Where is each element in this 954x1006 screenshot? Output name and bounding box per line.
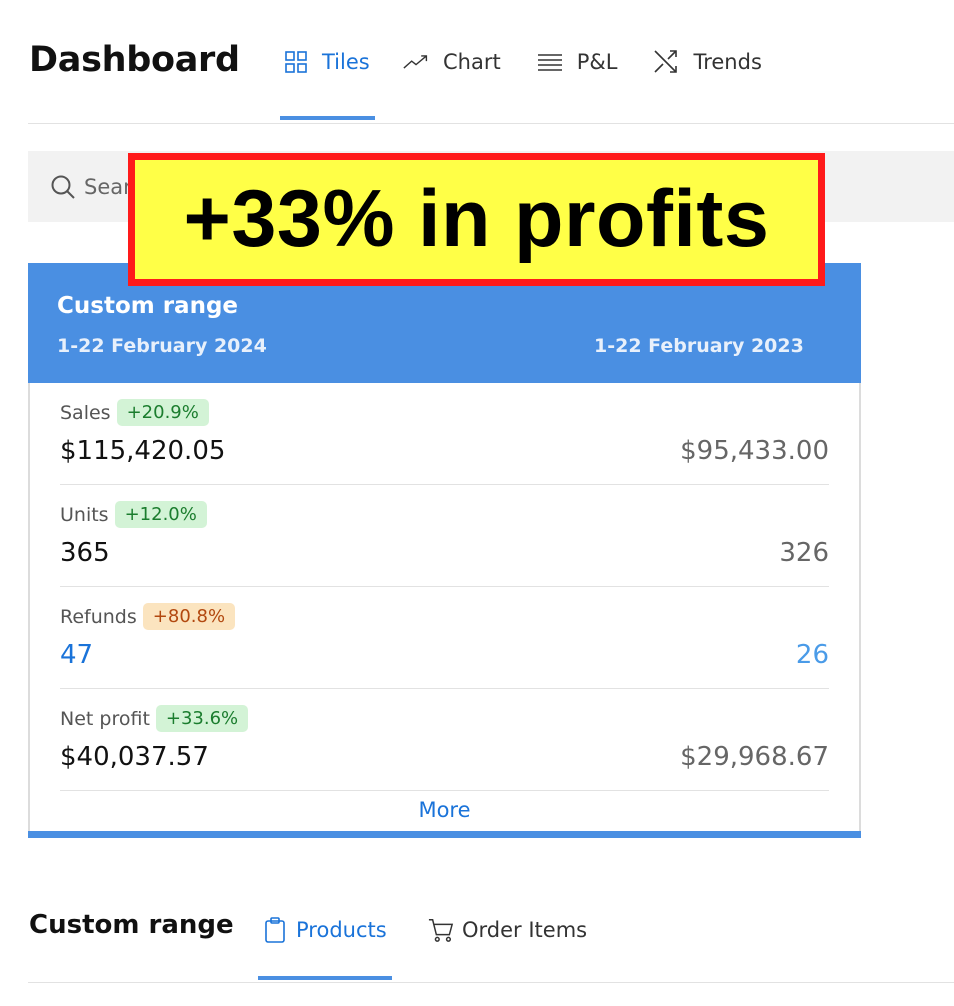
tab-tiles[interactable]: Tiles <box>280 0 375 124</box>
list-lines-icon <box>537 49 563 75</box>
card-title: Custom range <box>57 293 239 319</box>
tab-label: Tiles <box>322 50 370 74</box>
trend-line-icon <box>403 49 429 75</box>
metric-label: Units <box>60 503 109 526</box>
section-divider <box>28 982 954 983</box>
section-title: Custom range <box>29 910 234 940</box>
previous-value: $95,433.00 <box>680 436 829 466</box>
card-bottom-bar <box>28 831 861 838</box>
metric-row-refunds: Refunds +80.8% 47 26 <box>60 587 829 689</box>
metric-label: Refunds <box>60 605 137 628</box>
promo-banner: +33% in profits <box>128 153 825 286</box>
clipboard-icon <box>262 917 288 943</box>
search-icon <box>50 174 76 200</box>
previous-period: 1-22 February 2023 <box>594 335 804 357</box>
metrics-card: Custom range 1-22 February 2024 1-22 Feb… <box>28 263 861 838</box>
tab-trends[interactable]: Trends <box>649 0 779 124</box>
more-link[interactable]: More <box>418 798 471 822</box>
tab-label: Trends <box>693 50 762 74</box>
tab-label: Order Items <box>462 918 588 942</box>
current-value: $115,420.05 <box>60 436 226 466</box>
banner-text: +33% in profits <box>183 174 770 264</box>
change-badge: +20.9% <box>116 399 209 426</box>
metric-label: Sales <box>60 401 111 424</box>
tab-label: P&L <box>576 50 618 74</box>
tab-chart[interactable]: Chart <box>399 0 519 124</box>
cart-icon <box>428 917 454 943</box>
tab-pl[interactable]: P&L <box>533 0 636 124</box>
refunds-current-link[interactable]: 47 <box>60 640 94 670</box>
metric-row-net-profit: Net profit +33.6% $40,037.57 $29,968.67 <box>60 689 829 791</box>
page-title: Dashboard <box>29 40 240 80</box>
tab-label: Products <box>296 918 387 942</box>
view-tabs: Tiles Chart P&L Trends <box>280 0 780 124</box>
section-tabs: Products Order Items <box>258 880 589 984</box>
change-badge: +80.8% <box>142 603 236 630</box>
current-value: $40,037.57 <box>60 742 209 772</box>
change-badge: +33.6% <box>155 705 249 732</box>
previous-value: $29,968.67 <box>680 742 829 772</box>
change-badge: +12.0% <box>114 501 207 528</box>
refunds-previous-link[interactable]: 26 <box>795 640 829 670</box>
shuffle-icon <box>653 49 679 75</box>
tab-products[interactable]: Products <box>258 880 392 980</box>
previous-value: 326 <box>779 538 829 568</box>
metric-row-units: Units +12.0% 365 326 <box>60 485 829 587</box>
current-period: 1-22 February 2024 <box>57 335 267 357</box>
grid-icon <box>284 49 308 75</box>
header-divider <box>28 123 954 124</box>
tab-label: Chart <box>443 50 501 74</box>
tab-order-items[interactable]: Order Items <box>426 880 589 980</box>
current-value: 365 <box>60 538 110 568</box>
metric-label: Net profit <box>60 707 150 730</box>
metric-row-sales: Sales +20.9% $115,420.05 $95,433.00 <box>60 383 829 485</box>
